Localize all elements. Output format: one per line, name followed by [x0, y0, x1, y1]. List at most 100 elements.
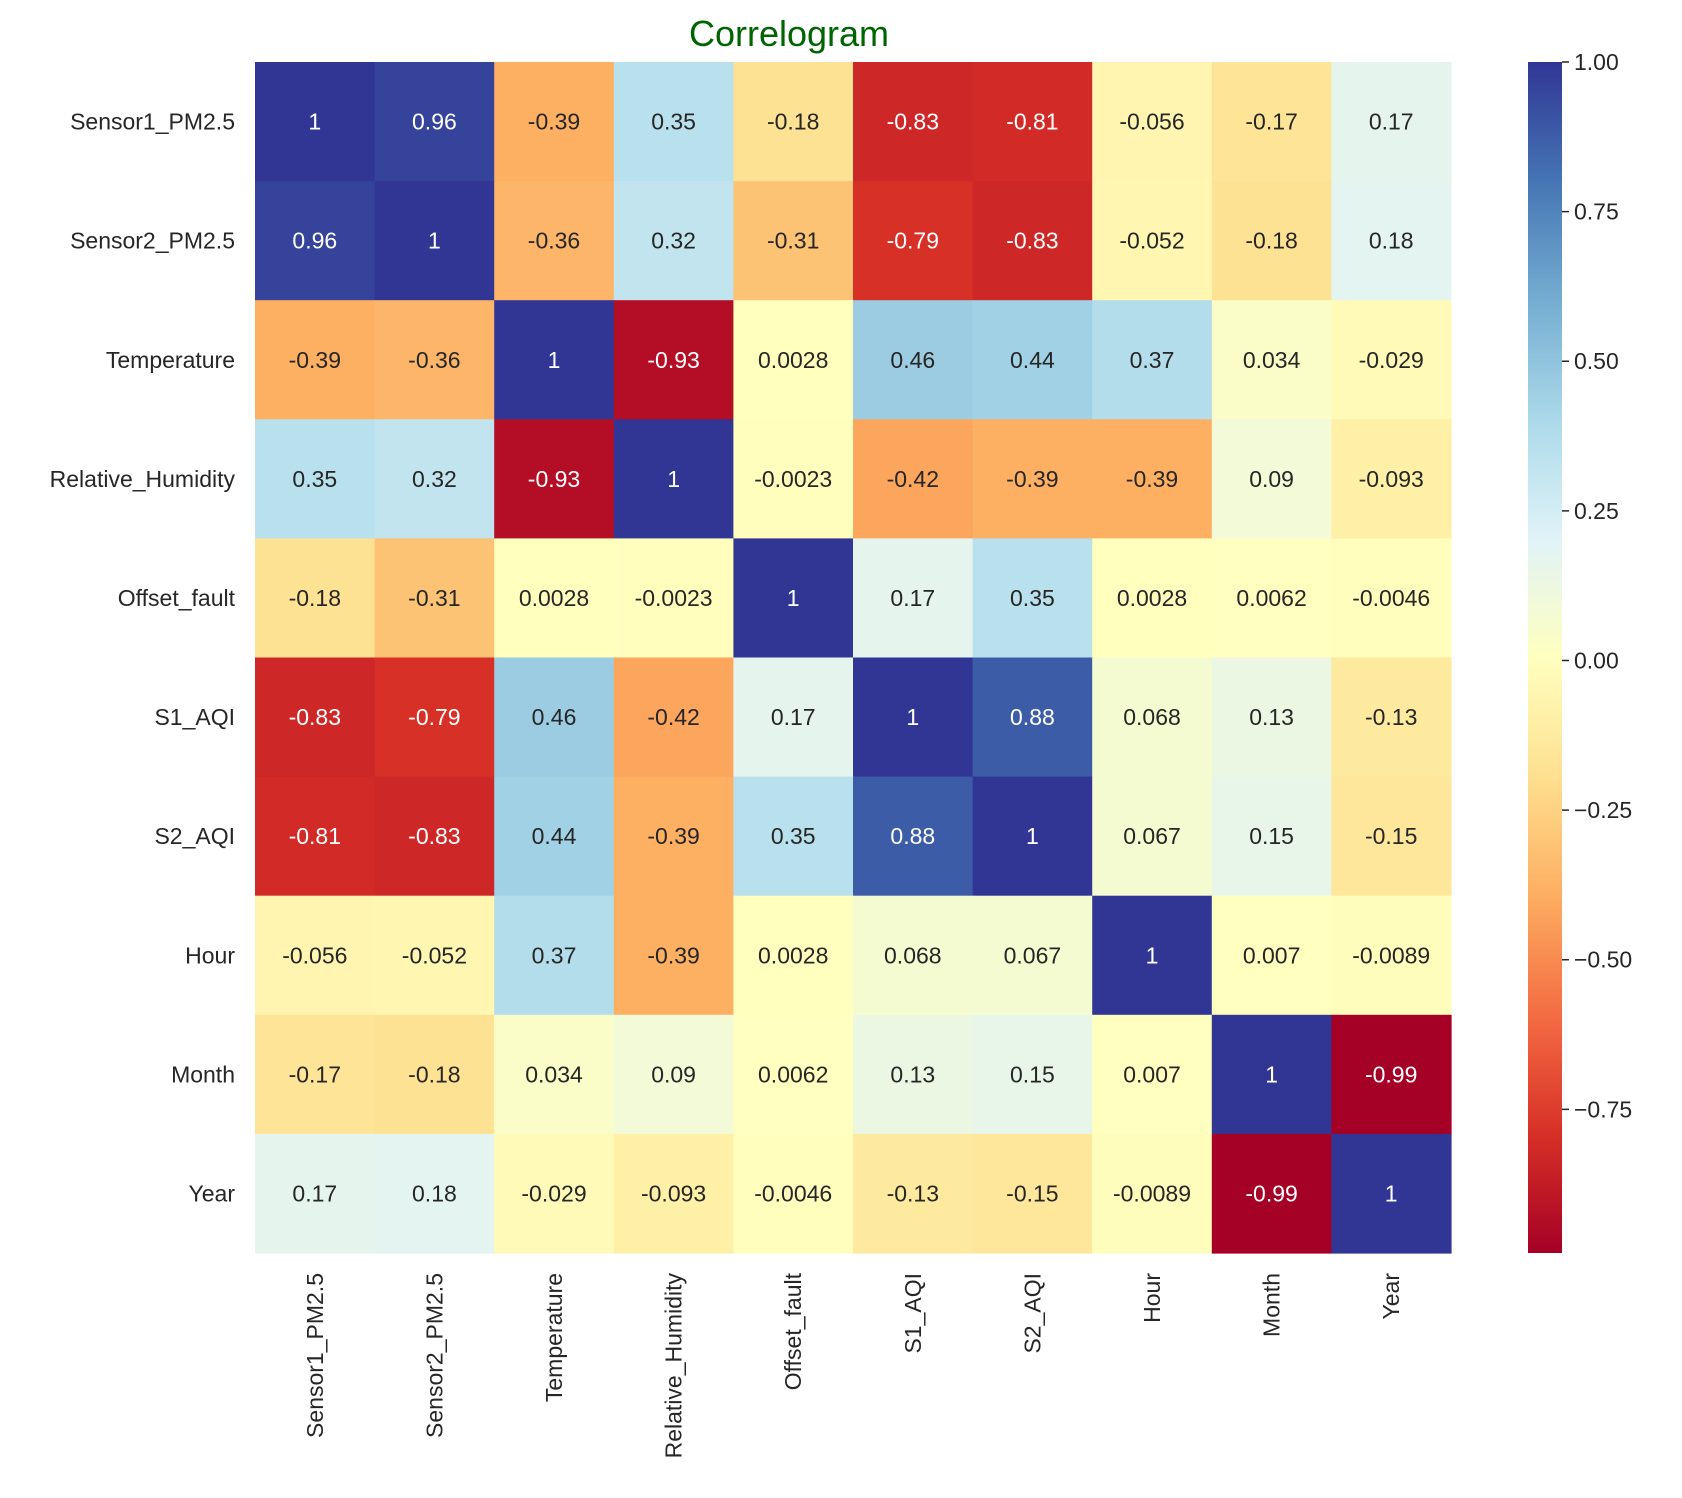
colorbar-tick-label: 0.50 [1574, 348, 1619, 374]
heatmap-cells: 1 0.96 -0.39 0.35 -0.18 -0.83 -0.81 -0.056 -0.17… [255, 62, 1452, 1254]
cell-value-label: 1 [308, 109, 321, 135]
chart-title: Correlogram [689, 13, 889, 54]
heatmap-cell [853, 657, 974, 778]
heatmap-cell [1211, 776, 1332, 897]
cell-value-label: -0.36 [528, 228, 580, 254]
heatmap-cell [972, 657, 1093, 778]
heatmap-cell [374, 895, 495, 1016]
heatmap-cell [853, 776, 974, 897]
colorbar: 1.00 0.75 0.50 0.25 0.00 −0.25 −0.50 −0.75 [1528, 49, 1632, 1253]
cell-value-label: -0.36 [408, 347, 460, 373]
heatmap-cell [1331, 657, 1452, 778]
column-tick-label: Month [1259, 1273, 1285, 1337]
cell-value-label: 0.0028 [758, 942, 828, 968]
heatmap-cell [1211, 538, 1332, 659]
cell-value-label: 0.0062 [1236, 585, 1306, 611]
heatmap-cell [374, 181, 495, 301]
heatmap-cell [494, 1014, 615, 1135]
row-tick-label: Sensor2_PM2.5 [70, 228, 235, 254]
cell-value-label: -0.0089 [1113, 1180, 1191, 1206]
heatmap-cell [374, 538, 495, 659]
row-tick-label: Relative_Humidity [50, 466, 236, 492]
cell-value-label: 0.17 [292, 1180, 337, 1206]
cell-value-label: -0.0089 [1352, 942, 1430, 968]
heatmap-cell [255, 895, 376, 1016]
cell-value-label: 0.034 [1243, 347, 1301, 373]
cell-value-label: -0.052 [402, 942, 467, 968]
cell-value-label: 1 [548, 347, 561, 373]
heatmap-cell [613, 657, 734, 778]
heatmap-cell [972, 419, 1093, 539]
heatmap-cell [972, 776, 1093, 897]
cell-value-label: -0.029 [1359, 347, 1424, 373]
cell-value-label: 0.17 [771, 704, 816, 730]
cell-value-label: 0.35 [1010, 585, 1055, 611]
heatmap-cell [1092, 538, 1213, 659]
cell-value-label: 0.09 [1249, 466, 1294, 492]
cell-value-label: -0.029 [521, 1180, 586, 1206]
heatmap-cell [1211, 895, 1332, 1016]
heatmap-cell [733, 895, 854, 1016]
column-tick-label: Sensor1_PM2.5 [302, 1273, 328, 1438]
cell-value-label: 0.35 [651, 109, 696, 135]
cell-value-label: -0.18 [767, 109, 819, 135]
cell-value-label: 0.0028 [758, 347, 828, 373]
heatmap-cell [255, 1133, 376, 1254]
cell-value-label: -0.15 [1006, 1180, 1058, 1206]
cell-value-label: 0.37 [1130, 347, 1175, 373]
heatmap-cell [853, 1014, 974, 1135]
heatmap-cell [1092, 895, 1213, 1016]
heatmap-cell [733, 1133, 854, 1254]
heatmap-cell [1211, 1014, 1332, 1135]
cell-value-label: -0.83 [887, 109, 939, 135]
heatmap-cell [255, 300, 376, 420]
heatmap-cell [255, 62, 376, 182]
cell-value-label: 0.96 [292, 228, 337, 254]
heatmap-cell [255, 657, 376, 778]
cell-value-label: 0.067 [1123, 823, 1181, 849]
heatmap-cell [613, 1014, 734, 1135]
cell-value-label: 1 [428, 228, 441, 254]
cell-value-label: -0.052 [1119, 228, 1184, 254]
heatmap-cell [613, 895, 734, 1016]
cell-value-label: 1 [1026, 823, 1039, 849]
cell-value-label: -0.79 [408, 704, 460, 730]
cell-value-label: 0.88 [1010, 704, 1055, 730]
cell-value-label: 1 [906, 704, 919, 730]
row-tick-label: Temperature [106, 347, 235, 373]
cell-value-label: 0.0028 [1117, 585, 1187, 611]
heatmap-cell [972, 62, 1093, 182]
heatmap-cell [1211, 62, 1332, 182]
cell-value-label: -0.093 [641, 1180, 706, 1206]
heatmap-cell [733, 419, 854, 539]
row-tick-label: S2_AQI [154, 823, 235, 849]
heatmap-cell [255, 1014, 376, 1135]
cell-value-label: -0.056 [282, 942, 347, 968]
heatmap-cell [374, 1133, 495, 1254]
heatmap-cell [1092, 62, 1213, 182]
heatmap-cell [1331, 776, 1452, 897]
heatmap-cell [613, 62, 734, 182]
cell-value-label: 0.17 [1369, 109, 1414, 135]
heatmap-cell [1331, 538, 1452, 659]
heatmap-cell [733, 300, 854, 420]
cell-value-label: -0.39 [528, 109, 580, 135]
cell-value-label: 0.37 [532, 942, 577, 968]
cell-value-label: -0.15 [1365, 823, 1417, 849]
heatmap-cell [494, 1133, 615, 1254]
cell-value-label: 0.067 [1004, 942, 1062, 968]
cell-value-label: 0.96 [412, 109, 457, 135]
cell-value-label: -0.39 [647, 823, 699, 849]
heatmap-cell [255, 419, 376, 539]
cell-value-label: -0.83 [289, 704, 341, 730]
heatmap-cell [494, 62, 615, 182]
cell-value-label: -0.18 [289, 585, 341, 611]
heatmap-cell [374, 62, 495, 182]
cell-value-label: -0.81 [1006, 109, 1058, 135]
heatmap-cell [1331, 1133, 1452, 1254]
heatmap-cell [255, 776, 376, 897]
cell-value-label: 1 [667, 466, 680, 492]
colorbar-tick-label: 0.75 [1574, 199, 1619, 225]
heatmap-cell [853, 1133, 974, 1254]
row-tick-label: Year [189, 1180, 236, 1206]
